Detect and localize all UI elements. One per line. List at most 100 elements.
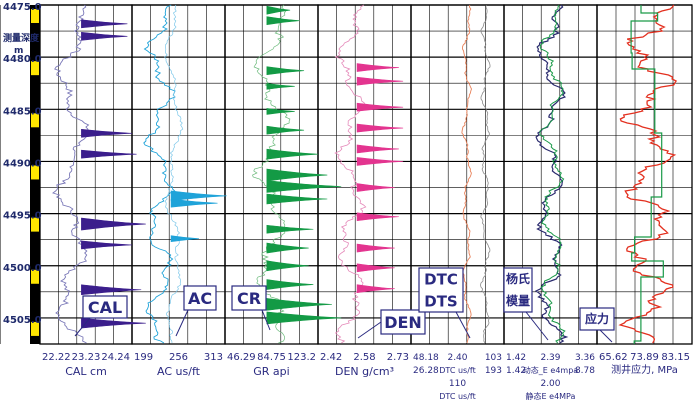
den-fill [356, 212, 399, 222]
stress-curve-green [630, 5, 664, 344]
depth-tick-label: 4495.0 [3, 211, 42, 222]
axis-tick-label: 123.2 [287, 352, 316, 363]
callout-box [579, 307, 615, 331]
gr-fill [266, 125, 305, 135]
ac-curve-secondary [164, 4, 184, 344]
cal-fill [81, 19, 128, 29]
callout-pointer [175, 309, 189, 337]
depth-bar-yellow [31, 113, 39, 128]
depth-tick-label: 4490.0 [3, 158, 42, 169]
gr-fill [266, 298, 332, 311]
callout-pointer [599, 329, 613, 343]
log-tracks [39, 4, 693, 345]
cal-fill [81, 217, 146, 231]
callout-box [183, 285, 217, 311]
axis-tick-label: 110 [449, 379, 466, 389]
depth-tick-label: 4500.0 [3, 263, 42, 274]
callout-pointer [74, 317, 91, 337]
callout-label: DTC [424, 271, 458, 289]
axis-title: AC us/ft [157, 365, 201, 378]
ac-curve [143, 4, 176, 344]
den-fill [356, 263, 395, 273]
axis-tick-label: 2.42 [320, 352, 342, 363]
log-curves [52, 4, 678, 344]
axis-tick-label: 46.29 [227, 352, 256, 363]
axis-title: 静态E e4MPa [526, 391, 576, 401]
axis-tick-label: 2.58 [353, 352, 375, 363]
callout-label: DEN [384, 313, 422, 332]
cal-fill [81, 128, 133, 138]
axis-title: 测井应力, MPa [611, 363, 678, 376]
den-fill [356, 123, 404, 133]
den-fill [356, 76, 404, 86]
gr-fill [266, 148, 319, 160]
callout-label: 杨氏 [506, 271, 530, 286]
den-fill [356, 63, 399, 72]
callout-box [380, 309, 426, 335]
gr-fill [266, 16, 300, 26]
axis-tick-label: 26.28 [413, 366, 439, 376]
depth-axis-title: 测量深度 [3, 32, 40, 44]
gr-fill [266, 193, 328, 205]
den-fill [356, 284, 395, 294]
depth-bar-yellow [31, 217, 39, 232]
axis-tick-label: 2.40 [447, 353, 467, 363]
axis-tick-label: 3.36 [575, 353, 595, 363]
axis-tick-label: 1.42 [506, 353, 526, 363]
depth-axis-unit: m [14, 46, 23, 56]
ac-fill [170, 235, 199, 242]
callout-label: CAL [88, 298, 122, 317]
axis-title: GR api [253, 365, 289, 378]
axis-tick-label: 48.18 [413, 353, 439, 363]
callout-label: DTS [424, 293, 458, 311]
stress-curve-red [618, 4, 678, 344]
depth-axis: 4475.0 4480.0 4485.0 4490.0 4495.0 4500.0 4505… [0, 2, 42, 344]
axis-tick-label: 22.22 [42, 352, 71, 363]
axis-title: DTC us/ft [439, 366, 475, 375]
depth-tick-label: 4485.0 [3, 106, 42, 117]
den-fill [356, 183, 395, 192]
callout-box [231, 285, 267, 311]
den-fill [356, 243, 395, 253]
dts-curve [480, 4, 491, 344]
cal-fill [81, 240, 133, 250]
gr-fill [266, 66, 305, 76]
axis-title: 动态_E e4mpa [523, 365, 578, 375]
gr-fill [266, 108, 295, 115]
ac-fill [170, 190, 227, 202]
callout-pointer [455, 311, 471, 339]
depth-tick-label: 4480.0 [3, 54, 42, 65]
gr-fill [266, 279, 314, 290]
callout-pointer [261, 309, 271, 331]
axis-title: DTC us/ft [439, 392, 475, 401]
callout-label: AC [188, 289, 212, 308]
cal-fill [81, 317, 146, 329]
axis-tick-label: 199 [134, 352, 153, 363]
axis-tick-label: 256 [169, 352, 188, 363]
callout-box [418, 267, 464, 313]
den-fill [356, 157, 404, 166]
axis-tick-label: 193 [485, 366, 502, 376]
gr-fill [266, 5, 291, 15]
gr-fill [266, 180, 342, 193]
callout-box [82, 295, 128, 319]
axis-tick-label: 103 [485, 353, 502, 363]
callout-pointer [357, 321, 382, 339]
axis-tick-label: 8.78 [575, 366, 595, 376]
den-fill [356, 144, 399, 154]
gr-fill [266, 224, 314, 234]
axis-tick-label: 23.23 [72, 352, 101, 363]
depth-bar-yellow [31, 165, 39, 180]
axis-tick-label: 313 [204, 352, 223, 363]
axis-tick-label: 24.24 [101, 352, 130, 363]
cal-curve [52, 4, 91, 344]
callout-label: 应力 [585, 311, 609, 326]
axis-tick-label: 84.75 [257, 352, 286, 363]
depth-bar-yellow [31, 61, 39, 76]
den-fill [356, 102, 404, 112]
depth-tick-label: 4505.0 [3, 315, 42, 326]
